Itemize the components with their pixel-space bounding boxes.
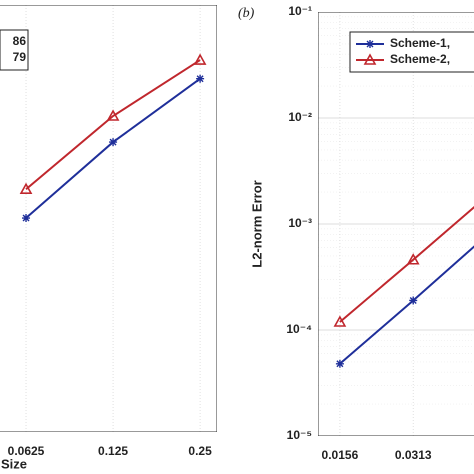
panel-label: (b) (238, 6, 255, 21)
y-tick-label: 10⁻³ (288, 216, 312, 230)
x-tick-label: 0.25 (188, 444, 212, 458)
y-tick-label: 10⁻⁵ (287, 428, 312, 442)
legend-box (0, 29, 29, 71)
plot-area (318, 12, 474, 436)
plot-area (0, 5, 217, 432)
x-tick-label: 0.0625 (8, 444, 45, 458)
marker (335, 359, 344, 368)
legend-label: 79 (13, 50, 27, 64)
y-tick-label: 10⁻¹ (288, 4, 312, 18)
x-tick-label: 0.125 (98, 444, 128, 458)
series-line (25, 59, 201, 190)
series-line (339, 205, 474, 323)
x-tick-label: 0.0156 (322, 448, 359, 462)
marker (106, 109, 120, 121)
legend-label: Scheme-2, (390, 52, 450, 66)
legend-box (349, 31, 474, 73)
marker (363, 53, 377, 65)
marker (196, 74, 205, 83)
marker (366, 40, 374, 48)
marker (333, 315, 347, 327)
y-tick-label: 10⁻² (288, 110, 312, 124)
marker (109, 138, 118, 147)
marker (409, 296, 418, 305)
legend-label: 86 (13, 34, 27, 48)
marker (193, 53, 207, 65)
y-tick-label: 10⁻⁴ (286, 322, 312, 336)
marker (19, 182, 33, 195)
marker (22, 214, 31, 223)
y-axis-label: L2-norm Error (249, 180, 264, 267)
legend-label: Scheme-1, (390, 36, 450, 50)
series-line (339, 245, 474, 365)
x-tick-label: 0.0313 (395, 448, 432, 462)
x-axis-label: Size (1, 456, 27, 471)
marker (406, 253, 420, 265)
